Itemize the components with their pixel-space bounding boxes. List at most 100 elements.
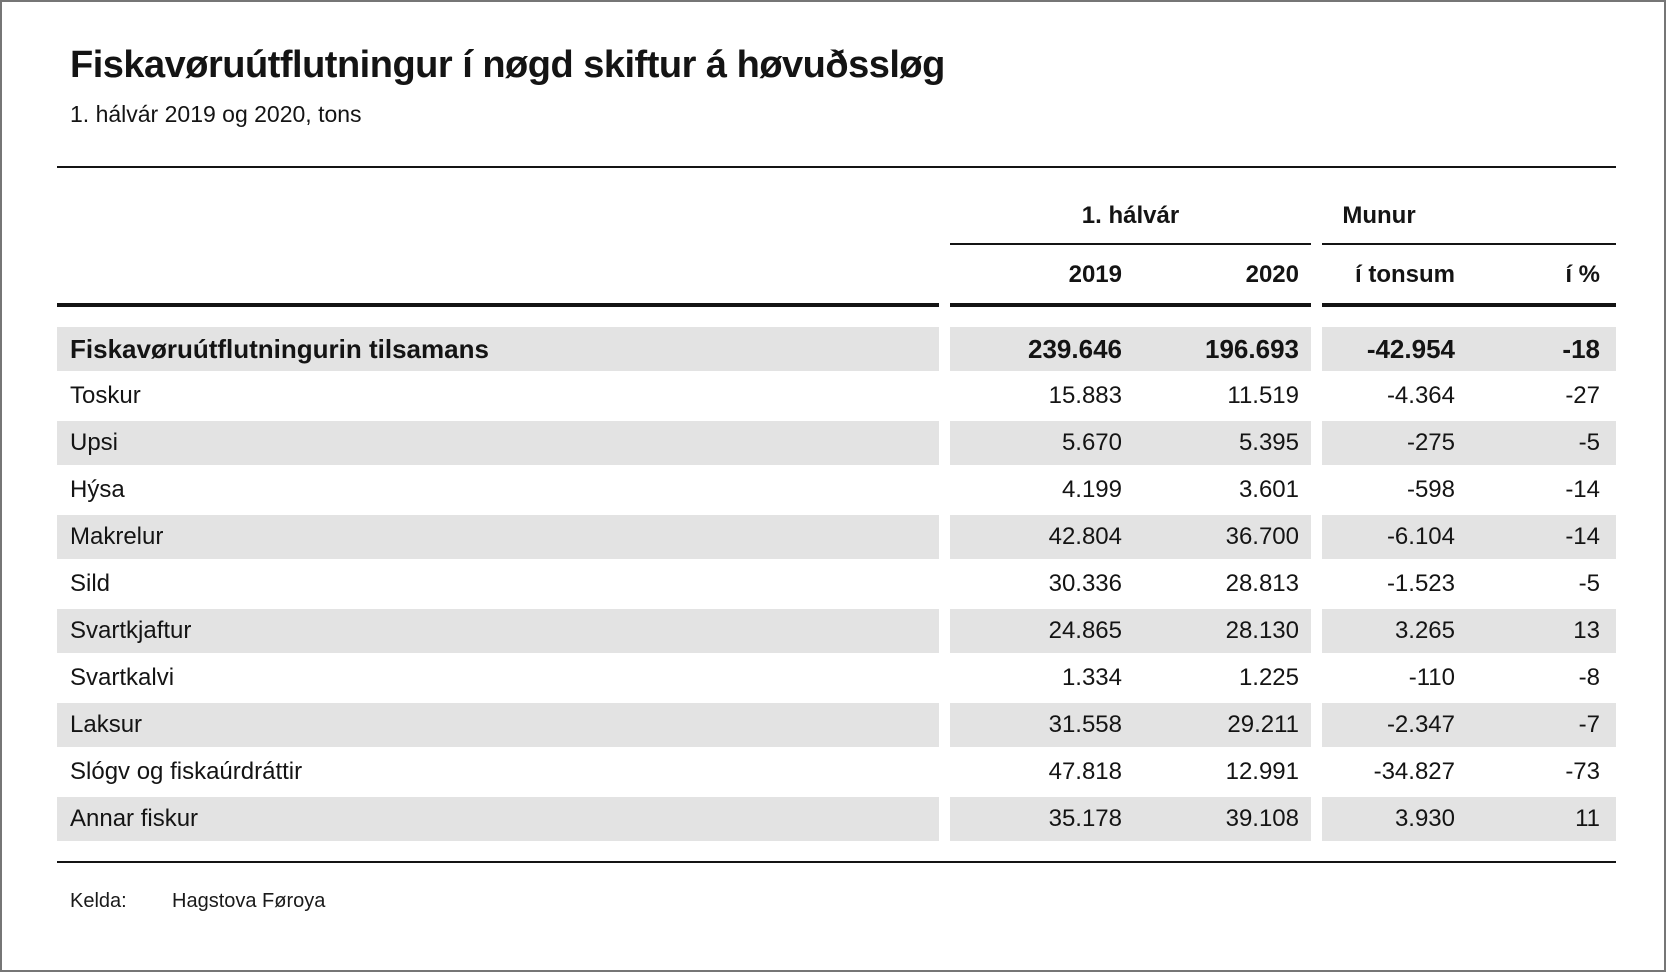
cell-2019: 24.865: [950, 609, 1130, 653]
row-gap: [1311, 609, 1322, 653]
table-row: Slógv og fiskaúrdráttir 47.818 12.991 -3…: [57, 750, 1616, 794]
cell-tons: -4.364: [1386, 382, 1455, 409]
row-gap: [939, 374, 950, 418]
row-gap: [939, 609, 950, 653]
cell-pct: -14: [1457, 515, 1616, 559]
cell-2019: 31.558: [950, 703, 1130, 747]
cell-tons: -598: [1406, 476, 1455, 503]
row-gap: [1311, 468, 1322, 512]
cell-pct: -18: [1457, 327, 1616, 371]
page-subtitle: 1. hálvár 2019 og 2020, tons: [70, 101, 362, 127]
column-header-2020: 2020: [1245, 261, 1299, 288]
cell-tons: -1.523: [1386, 570, 1455, 597]
row-label: Sild: [70, 570, 111, 597]
cell-2019: 4.199: [1061, 476, 1122, 503]
cell-2019: 47.818: [1048, 758, 1122, 785]
cell-2020: 196.693: [1130, 327, 1311, 371]
thick-rule-segment: [57, 303, 939, 307]
cell-2019: 30.336: [1048, 570, 1122, 597]
row-gap: [939, 750, 950, 794]
row-label: Svartkjaftur: [57, 609, 939, 653]
row-label: Upsi: [57, 421, 939, 465]
row-gap: [939, 468, 950, 512]
row-gap: [939, 703, 950, 747]
cell-pct: 13: [1457, 609, 1616, 653]
row-gap: [939, 327, 950, 371]
cell-2020: 29.211: [1130, 703, 1311, 747]
source-row: Kelda: Hagstova Føroya: [57, 889, 1616, 913]
cell-tons: -6.104: [1322, 515, 1457, 559]
cell-tons: -2.347: [1322, 703, 1457, 747]
cell-2020: 5.395: [1130, 421, 1311, 465]
cell-2020: 39.108: [1130, 797, 1311, 841]
column-header-2019: 2019: [1068, 261, 1122, 288]
cell-pct: -14: [1565, 476, 1600, 503]
row-label: Annar fiskur: [57, 797, 939, 841]
footer-divider: [57, 861, 1616, 863]
table-body: Fiskavøruútflutningurin tilsamans 239.64…: [57, 327, 1616, 841]
row-gap: [1311, 703, 1322, 747]
row-gap: [1311, 421, 1322, 465]
cell-pct: -27: [1565, 382, 1600, 409]
header-thick-rule: [57, 303, 1616, 307]
table-row: Upsi 5.670 5.395 -275 -5: [57, 421, 1616, 465]
rule-gap: [939, 303, 950, 307]
thick-rule-segment: [1322, 303, 1616, 307]
row-gap: [1311, 327, 1322, 371]
row-label: Svartkalvi: [70, 664, 175, 691]
row-gap: [939, 797, 950, 841]
row-label: Hýsa: [70, 476, 125, 503]
row-label: Makrelur: [57, 515, 939, 559]
cell-pct: 11: [1457, 797, 1616, 841]
table-row: Hýsa 4.199 3.601 -598 -14: [57, 468, 1616, 512]
cell-2020: 28.130: [1130, 609, 1311, 653]
table-row: Svartkalvi 1.334 1.225 -110 -8: [57, 656, 1616, 700]
column-header-spacer: [57, 261, 939, 289]
cell-2020: 11.519: [1227, 382, 1299, 409]
row-gap: [939, 515, 950, 559]
column-header-pct: í %: [1565, 261, 1600, 288]
cell-2020: 12.991: [1225, 758, 1299, 785]
row-gap: [1311, 656, 1322, 700]
cell-tons: -110: [1408, 664, 1455, 691]
column-gap: [939, 261, 950, 289]
row-gap: [1311, 515, 1322, 559]
column-group-header-row: 1. hálvár Munur: [57, 168, 1616, 245]
row-gap: [939, 656, 950, 700]
table-row: Sild 30.336 28.813 -1.523 -5: [57, 562, 1616, 606]
table-row: Laksur 31.558 29.211 -2.347 -7: [57, 703, 1616, 747]
table-row: Makrelur 42.804 36.700 -6.104 -14: [57, 515, 1616, 559]
row-gap: [939, 421, 950, 465]
cell-tons: 3.930: [1322, 797, 1457, 841]
table-row: Svartkjaftur 24.865 28.130 3.265 13: [57, 609, 1616, 653]
rule-gap: [1311, 303, 1322, 307]
table-row: Annar fiskur 35.178 39.108 3.930 11: [57, 797, 1616, 841]
column-header-tons: í tonsum: [1355, 261, 1455, 288]
cell-pct: -5: [1457, 421, 1616, 465]
cell-pct: -5: [1578, 570, 1600, 597]
cell-2019: 5.670: [950, 421, 1130, 465]
row-label: Toskur: [70, 382, 141, 409]
row-label: Fiskavøruútflutningurin tilsamans: [57, 327, 939, 371]
cell-tons: -34.827: [1373, 758, 1455, 785]
source-label: Kelda:: [70, 890, 127, 912]
cell-2020: 3.601: [1238, 476, 1299, 503]
column-gap: [1311, 261, 1322, 289]
table-row: Toskur 15.883 11.519 -4.364 -27: [57, 374, 1616, 418]
group-gap: [1311, 204, 1322, 245]
page-title: Fiskavøruútflutningur í nøgd skiftur á h…: [70, 44, 945, 86]
row-label: Slógv og fiskaúrdráttir: [70, 758, 303, 785]
cell-2019: 42.804: [950, 515, 1130, 559]
figure-content: Fiskavøruútflutningur í nøgd skiftur á h…: [57, 2, 1616, 913]
header-divider: [57, 166, 1616, 168]
cell-pct: -8: [1578, 664, 1600, 691]
cell-tons: -42.954: [1322, 327, 1457, 371]
cell-pct: -73: [1565, 758, 1600, 785]
column-group-header-munur: Munur: [1322, 204, 1616, 245]
cell-2019: 15.883: [1048, 382, 1122, 409]
column-group-header-halvar: 1. hálvár: [950, 204, 1311, 245]
group-gap: [939, 204, 950, 245]
column-header-row: 2019 2020 í tonsum í %: [57, 245, 1616, 289]
cell-2020: 28.813: [1225, 570, 1299, 597]
